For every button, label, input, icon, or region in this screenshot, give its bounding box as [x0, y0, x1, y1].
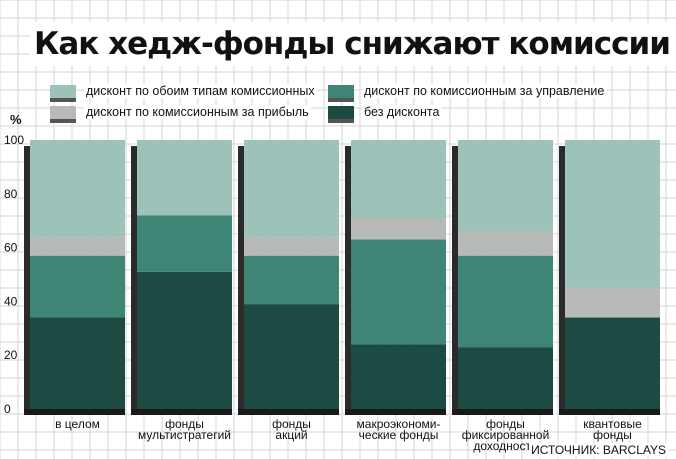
source-note: ИСТОЧНИК: BARCLAYS [529, 443, 668, 457]
legend-item-both-fees: дисконт по обоим типам комиссионных [50, 84, 317, 102]
legend-item-no-discount: без дисконта [328, 105, 442, 123]
bar-side-shadow [559, 146, 565, 415]
legend-swatch-management-fee [328, 84, 354, 102]
bar-segment [351, 218, 446, 240]
category-label-line: фонды [593, 428, 632, 442]
bar-side-shadow [24, 146, 30, 415]
category-label-line: доходности [473, 439, 537, 453]
bar-bottom-shadow [559, 409, 660, 415]
bar-segment [565, 317, 660, 409]
y-tick-label: 60 [4, 241, 18, 255]
category-label: фонды фиксированной доходности [462, 417, 550, 453]
bar-stack [131, 140, 232, 415]
bar-bottom-shadow [345, 409, 446, 415]
bar-segment [30, 317, 125, 409]
chart-title: Как хедж-фонды снижают комиссии [30, 22, 676, 66]
bar-segment [137, 215, 232, 272]
legend-label-no-discount: без дисконта [362, 105, 442, 119]
bar-segment [137, 140, 232, 216]
legend-item-performance-fee: дисконт по комиссионным за прибыль [50, 105, 311, 123]
y-tick-label: 100 [4, 133, 24, 147]
category-label: в целом [55, 417, 100, 431]
category-label-line: фонды [486, 417, 525, 431]
bar-stack [345, 140, 446, 415]
bar-stack [452, 140, 553, 415]
bar-segment [30, 255, 125, 318]
category-label-line: ческие фонды [359, 428, 439, 442]
bar-segment [244, 140, 339, 237]
bar-segment [137, 271, 232, 409]
category-label-line: макроэкономи- [357, 417, 441, 431]
legend-swatch-performance-fee [50, 105, 76, 123]
bar-side-shadow [345, 146, 351, 415]
bar-segment [244, 304, 339, 409]
bar-segment [565, 287, 660, 318]
bar-bottom-shadow [452, 409, 553, 415]
legend-swatch-no-discount [328, 105, 354, 123]
category-label: квантовые фонды [583, 417, 642, 442]
bar-side-shadow [131, 146, 137, 415]
bar-segment [351, 344, 446, 409]
bar-bottom-shadow [24, 409, 125, 415]
bar-segment [244, 255, 339, 305]
category-label-line: в целом [55, 417, 100, 431]
bar-segment [458, 231, 553, 256]
y-tick-label: 0 [4, 402, 11, 416]
bar-segment [458, 140, 553, 232]
legend-label-performance-fee: дисконт по комиссионным за прибыль [84, 105, 311, 119]
y-axis-unit: % [10, 112, 22, 127]
category-label-line: фонды [165, 417, 204, 431]
category-label-line: фонды [272, 417, 311, 431]
bar-bottom-shadow [131, 409, 232, 415]
category-label-line: квантовые [583, 417, 642, 431]
bar-stack [238, 140, 339, 415]
category-label: фонды мультистратегий [138, 417, 231, 442]
bar-segment [351, 140, 446, 219]
y-tick-label: 80 [4, 187, 18, 201]
bar-segment [244, 236, 339, 256]
bar-segment [458, 347, 553, 409]
category-label: макроэкономи-ческие фонды [357, 417, 441, 442]
legend-item-management-fee: дисконт по комиссионным за управление [328, 84, 607, 102]
bar-segment [458, 255, 553, 348]
y-tick-label: 40 [4, 294, 18, 308]
legend-label-both-fees: дисконт по обоим типам комиссионных [84, 84, 317, 98]
bar-stack [559, 140, 660, 415]
bar-segment [565, 140, 660, 288]
category-label: фонды акций [272, 417, 311, 442]
bar-segment [30, 140, 125, 237]
legend-swatch-both-fees [50, 84, 76, 102]
category-label-line: мультистратегий [138, 428, 231, 442]
bar-stack [24, 140, 125, 415]
bar-side-shadow [452, 146, 458, 415]
bar-bottom-shadow [238, 409, 339, 415]
bar-side-shadow [238, 146, 244, 415]
category-label-line: фиксированной [462, 428, 550, 442]
legend-label-management-fee: дисконт по комиссионным за управление [362, 84, 607, 98]
category-label-line: акций [275, 428, 307, 442]
bar-segment [30, 236, 125, 256]
bar-segment [351, 239, 446, 345]
y-tick-label: 20 [4, 348, 18, 362]
